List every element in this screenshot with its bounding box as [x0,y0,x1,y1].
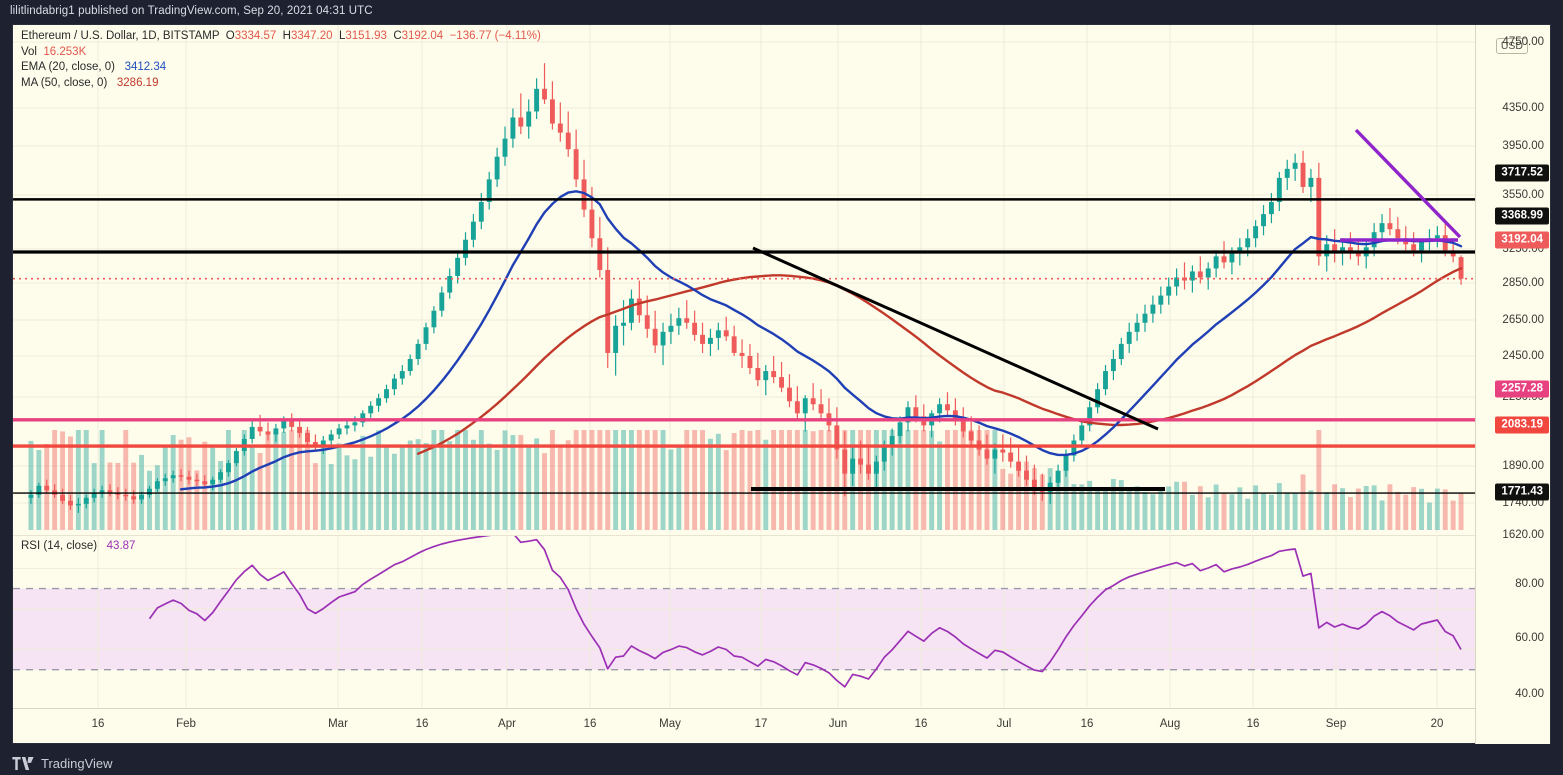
time-axis-tick: 16 [415,718,429,730]
rsi-pane[interactable]: RSI (14, close) 43.87 [13,535,1477,707]
currency-badge: USD [1495,38,1528,54]
time-axis-tick: Jul [996,718,1012,730]
chart-frame[interactable]: Ethereum / U.S. Dollar, 1D, BITSTAMP O33… [12,24,1551,744]
time-axis-tick: May [659,718,681,730]
time-axis-tick: Apr [498,718,516,730]
ma50-line [416,267,1463,455]
horizontal-level-lines[interactable] [13,198,1477,494]
rsi-axis-tick: 60.00 [1515,632,1544,644]
price-axis-level-pill[interactable]: 3717.52 [1495,164,1549,182]
price-axis-level-pill[interactable]: 2257.28 [1495,380,1549,398]
time-axis-tick: 16 [1080,718,1094,730]
time-axis-tick: Feb [176,718,196,730]
rsi-legend-value: 43.87 [106,540,136,552]
publisher-text: lilitlindabrig1 published on TradingView… [10,5,373,17]
candlesticks [28,63,1464,513]
footer-brand-text: TradingView [41,756,113,771]
trendline-descending-black[interactable] [752,246,1159,431]
time-axis-tick: Sep [1325,718,1347,730]
rsi-axis-tick: 40.00 [1515,688,1544,700]
price-axis-level-pill[interactable]: 2083.19 [1495,416,1549,434]
drawing-tools-layer[interactable] [751,128,1462,491]
rsi-line [148,536,1462,688]
price-pane[interactable]: Ethereum / U.S. Dollar, 1D, BITSTAMP O33… [13,25,1477,533]
price-axis-tick: 2450.00 [1502,350,1544,362]
time-axis-tick: 16 [1246,718,1260,730]
time-axis-tick: Jun [828,718,848,730]
rsi-legend: RSI (14, close) 43.87 [21,540,135,552]
price-axis-tick: 3950.00 [1502,140,1544,152]
price-axis-tick: 1620.00 [1502,529,1544,541]
time-axis-tick: Aug [1159,718,1181,730]
time-axis-tick: 16 [583,718,597,730]
time-axis-tick: 16 [914,718,928,730]
time-axis[interactable]: 16 Feb Mar 16 Apr 16 May 17 Jun 16 Jul 16 Aug 16 Sep 20 [13,708,1477,744]
time-axis-tick: Mar [328,718,348,730]
rsi-axis-tick: 80.00 [1515,578,1544,590]
footer-branding: TradingView [12,756,113,771]
price-axis-tick: 2850.00 [1502,277,1544,289]
rsi-chart-canvas [13,536,1477,707]
price-axis-level-pill[interactable]: 3192.04 [1495,231,1549,249]
price-axis-level-pill[interactable]: 1771.43 [1495,483,1549,501]
trendline-triangle-upper[interactable] [1354,128,1462,239]
price-axis-level-pill[interactable]: 3368.99 [1495,207,1549,225]
time-axis-tick: 16 [91,718,105,730]
price-axis-tick: 3550.00 [1502,189,1544,201]
rsi-band [13,588,1477,670]
publisher-bar: lilitlindabrig1 published on TradingView… [0,0,1563,22]
price-axis-tick: 2650.00 [1502,314,1544,326]
time-axis-tick: 17 [754,718,768,730]
price-axis-tick: 1890.00 [1502,460,1544,472]
volume-bars [28,430,1464,530]
rsi-legend-label: RSI (14, close) [21,540,98,552]
ema20-line [179,190,1463,491]
price-axis-tick: 4750.00 [1502,36,1544,48]
price-axis[interactable]: USD 4750.00 4350.00 3950.00 3550.00 3250.00 2… [1475,25,1550,744]
time-axis-tick: 20 [1430,718,1444,730]
price-axis-tick: 4350.00 [1502,102,1544,114]
price-chart-canvas [13,25,1477,533]
tradingview-logo-icon [12,757,34,770]
